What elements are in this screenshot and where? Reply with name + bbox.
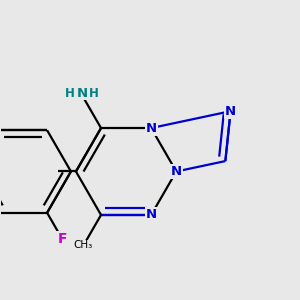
Text: N: N [146, 208, 157, 221]
Text: F: F [57, 232, 67, 246]
Text: CH₃: CH₃ [74, 240, 93, 250]
Text: N: N [77, 87, 88, 100]
Text: N: N [225, 105, 236, 118]
Text: H: H [65, 87, 75, 100]
Text: N: N [146, 122, 157, 135]
Text: H: H [89, 87, 99, 100]
Text: N: N [171, 165, 182, 178]
